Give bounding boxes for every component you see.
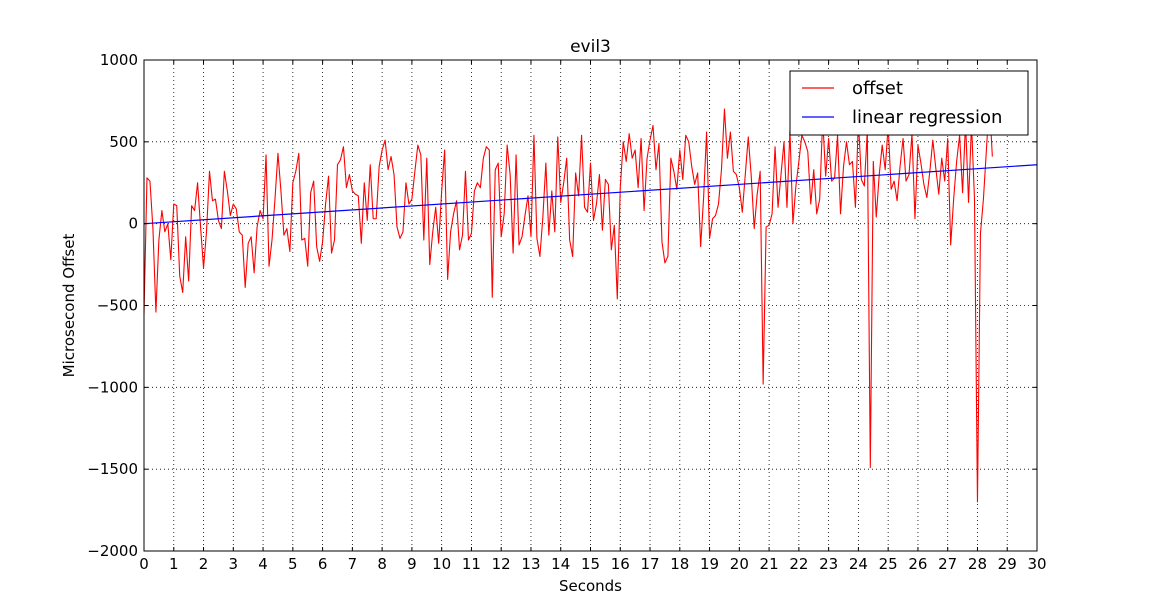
x-tick-label: 29 bbox=[998, 555, 1017, 573]
x-tick-label: 21 bbox=[760, 555, 779, 573]
ticks: 0 1 2 3 4 5 6 7 8 9 10 11 12 13 14 15 16 17 18 19 20 21 22 23 24… bbox=[87, 51, 1046, 573]
y-axis-label: Microsecond Offset bbox=[60, 234, 78, 378]
series-offset-line bbox=[143, 100, 993, 503]
x-tick-label: 22 bbox=[789, 555, 808, 573]
x-tick-label: 3 bbox=[229, 555, 239, 573]
x-tick-label: 23 bbox=[819, 555, 838, 573]
x-tick-label: 2 bbox=[199, 555, 209, 573]
x-tick-label: 9 bbox=[407, 555, 417, 573]
x-tick-label: 14 bbox=[551, 555, 570, 573]
x-tick-label: 4 bbox=[258, 555, 268, 573]
x-tick-label: 11 bbox=[462, 555, 481, 573]
chart-title: evil3 bbox=[570, 37, 611, 57]
legend-box bbox=[789, 70, 1029, 136]
y-tick-label: 500 bbox=[109, 133, 138, 151]
grid bbox=[144, 60, 1037, 551]
x-tick-label: 27 bbox=[938, 555, 957, 573]
x-tick-label: 19 bbox=[700, 555, 719, 573]
x-tick-label: 12 bbox=[492, 555, 511, 573]
x-tick-label: 8 bbox=[377, 555, 387, 573]
y-tick-label: −500 bbox=[97, 297, 138, 315]
x-tick-label: 24 bbox=[849, 555, 868, 573]
series-layer bbox=[143, 100, 1038, 503]
x-tick-label: 25 bbox=[879, 555, 898, 573]
x-tick-label: 13 bbox=[521, 555, 540, 573]
y-tick-label: 1000 bbox=[100, 51, 138, 69]
x-tick-label: 5 bbox=[288, 555, 298, 573]
y-tick-label: −2000 bbox=[87, 542, 138, 560]
x-tick-label: 15 bbox=[581, 555, 600, 573]
x-tick-label: 10 bbox=[432, 555, 451, 573]
x-tick-label: 17 bbox=[640, 555, 659, 573]
x-tick-label: 20 bbox=[730, 555, 749, 573]
x-axis-label: Seconds bbox=[559, 577, 622, 595]
x-tick-label: 6 bbox=[318, 555, 328, 573]
x-tick-label: 18 bbox=[670, 555, 689, 573]
x-tick-label: 30 bbox=[1027, 555, 1046, 573]
legend-label-linear-regression: linear regression bbox=[852, 107, 1002, 128]
x-tick-label: 26 bbox=[908, 555, 927, 573]
x-tick-label: 7 bbox=[348, 555, 358, 573]
y-tick-label: −1500 bbox=[87, 460, 138, 478]
x-tick-label: 0 bbox=[139, 555, 149, 573]
x-tick-label: 28 bbox=[968, 555, 987, 573]
x-tick-label: 16 bbox=[611, 555, 630, 573]
legend-label-offset: offset bbox=[852, 78, 903, 99]
legend: offset linear regression bbox=[789, 70, 1029, 136]
x-tick-label: 1 bbox=[169, 555, 179, 573]
y-tick-label: −1000 bbox=[87, 378, 138, 396]
y-tick-label: 0 bbox=[128, 215, 138, 233]
series-linear-regression-line bbox=[143, 164, 1038, 225]
